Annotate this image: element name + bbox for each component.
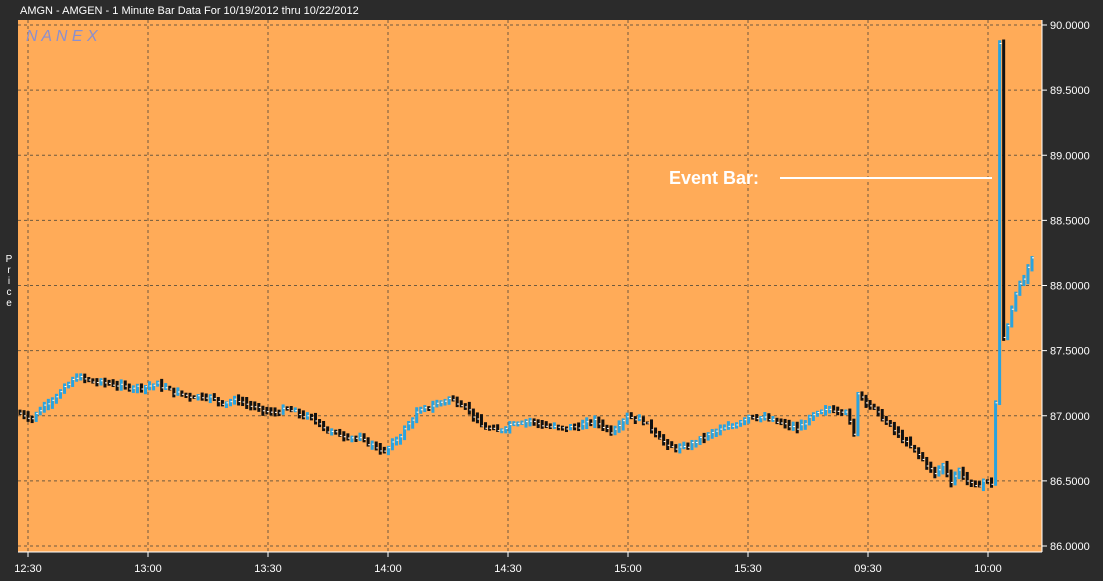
y-tick-label: 89.5000 [1050,85,1090,97]
grid [18,20,1042,552]
y-tick-label: 88.0000 [1050,281,1090,293]
x-tick-label: 14:30 [494,563,522,575]
x-axis-ticks: 12:30 13:00 13:30 14:00 14:30 15:00 15:30 09:30… [14,552,1002,575]
watermark: N A N E X [26,28,99,45]
x-tick-label: 15:00 [614,563,642,575]
y-tick-label: 87.0000 [1050,411,1090,423]
y-tick-label: 86.5000 [1050,476,1090,488]
y-tick-label: 89.0000 [1050,150,1090,162]
y-tick-label: 87.5000 [1050,346,1090,358]
x-tick-label: 14:00 [374,563,402,575]
x-tick-label: 15:30 [734,563,762,575]
x-tick-label: 12:30 [14,563,42,575]
event-annotation: Event Bar: [669,168,759,188]
x-tick-label: 13:30 [254,563,282,575]
y-tick-label: 86.0000 [1050,541,1090,553]
y-tick-label: 90.0000 [1050,20,1090,32]
y-tick-label: 88.5000 [1050,215,1090,227]
x-tick-label: 09:30 [854,563,882,575]
x-tick-label: 10:00 [974,563,1002,575]
price-bars [18,39,1034,492]
x-tick-label: 13:00 [134,563,162,575]
y-axis-ticks: 90.0000 89.5000 89.0000 88.5000 88.0000 87.50… [1042,20,1090,553]
chart-title: AMGN - AMGEN - 1 Minute Bar Data For 10/… [20,5,359,17]
